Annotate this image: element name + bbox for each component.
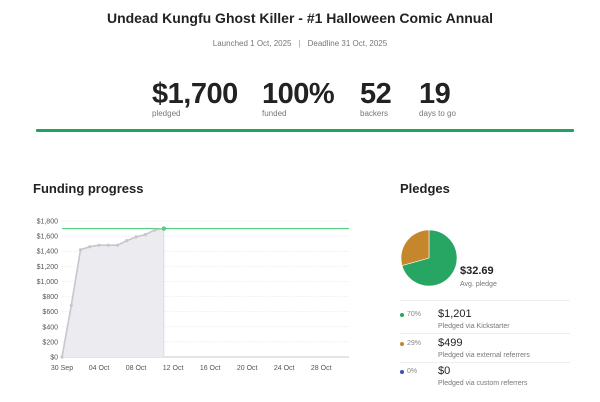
divider bbox=[400, 300, 570, 301]
y-tick-label: $1,200 bbox=[37, 264, 59, 271]
y-tick-label: $400 bbox=[42, 324, 58, 331]
pledge-percent: 29% bbox=[407, 340, 422, 347]
stat-value: 100% bbox=[262, 78, 335, 110]
y-tick-label: $0 bbox=[50, 355, 58, 362]
y-tick-label: $1,000 bbox=[37, 279, 59, 286]
pledge-source: Pledged via custom referrers bbox=[438, 380, 528, 387]
data-point bbox=[161, 226, 167, 231]
stat-label: days to go bbox=[419, 109, 456, 118]
x-tick-label: 04 Oct bbox=[89, 365, 110, 372]
data-point bbox=[88, 245, 92, 249]
pledge-source: Pledged via Kickstarter bbox=[438, 323, 510, 330]
data-point bbox=[60, 355, 64, 359]
pledge-source: Pledged via external referrers bbox=[438, 352, 530, 359]
y-tick-label: $800 bbox=[42, 294, 58, 301]
x-tick-label: 16 Oct bbox=[200, 365, 221, 372]
stat-backers: 52 backers bbox=[360, 78, 392, 118]
date-separator: | bbox=[298, 39, 301, 48]
x-tick-label: 20 Oct bbox=[237, 365, 258, 372]
stat-value: 52 bbox=[360, 78, 392, 110]
stat-label: pledged bbox=[152, 109, 181, 118]
divider bbox=[400, 362, 570, 363]
funding-progress-title: Funding progress bbox=[33, 181, 144, 196]
data-point bbox=[97, 243, 101, 247]
data-point bbox=[115, 243, 120, 247]
external-dot-icon bbox=[400, 342, 404, 346]
campaign-dates: Launched 1 Oct, 2025 | Deadline 31 Oct, 20… bbox=[0, 39, 600, 48]
y-tick-label: $1,600 bbox=[37, 234, 59, 241]
data-point bbox=[125, 239, 129, 243]
stat-funded: 100% funded bbox=[262, 78, 335, 118]
funding-progress-chart[interactable]: $0 $200 $400 $600 $800 $1,000 $1,200 $1,400 $1,6… bbox=[0, 205, 360, 385]
data-point bbox=[106, 243, 110, 247]
pledge-amount: $1,201 bbox=[438, 308, 472, 320]
stat-label: funded bbox=[262, 109, 287, 118]
pledge-amount: $0 bbox=[438, 365, 451, 377]
stat-pledged: $1,700 pledged bbox=[152, 79, 238, 118]
stat-days-to-go: 19 days to go bbox=[419, 79, 456, 118]
funding-area bbox=[62, 228, 164, 357]
kickstarter-dot-icon bbox=[400, 313, 404, 317]
data-point bbox=[152, 228, 157, 232]
stat-label: backers bbox=[360, 109, 389, 118]
data-point bbox=[134, 235, 138, 239]
x-tick-label: 28 Oct bbox=[311, 365, 332, 372]
pledge-amount: $499 bbox=[438, 337, 463, 349]
y-tick-label: $600 bbox=[42, 309, 58, 316]
data-point bbox=[78, 248, 83, 252]
x-tick-label: 12 Oct bbox=[163, 365, 184, 372]
pie-slice bbox=[400, 229, 430, 266]
x-tick-label: 30 Sep bbox=[51, 365, 73, 372]
data-point bbox=[69, 304, 73, 308]
avg-pledge-label: Avg. pledge bbox=[460, 281, 497, 288]
funding-line bbox=[61, 227, 164, 358]
y-tick-label: $1,800 bbox=[37, 219, 59, 226]
deadline-date: Deadline 31 Oct, 2025 bbox=[307, 39, 388, 48]
pledges-title: Pledges bbox=[400, 181, 450, 196]
x-tick-label: 24 Oct bbox=[274, 365, 295, 372]
x-tick-label: 08 Oct bbox=[126, 365, 147, 372]
pie-slice bbox=[401, 229, 458, 287]
campaign-title: Undead Kungfu Ghost Killer - #1 Hallowee… bbox=[106, 10, 494, 26]
launched-date: Launched 1 Oct, 2025 bbox=[212, 39, 292, 48]
pledges-pie-chart bbox=[400, 229, 458, 287]
funding-progress-bar bbox=[36, 129, 574, 132]
y-tick-label: $200 bbox=[42, 339, 58, 346]
custom-dot-icon bbox=[400, 370, 404, 374]
stat-value: 19 bbox=[419, 78, 451, 110]
avg-pledge-value: $32.69 bbox=[460, 265, 494, 277]
data-point bbox=[143, 233, 147, 237]
divider bbox=[400, 333, 570, 334]
pledge-percent: 70% bbox=[407, 311, 422, 318]
pledge-percent: 0% bbox=[407, 368, 418, 375]
stat-value: $1,700 bbox=[152, 78, 238, 110]
y-tick-label: $1,400 bbox=[37, 249, 59, 256]
